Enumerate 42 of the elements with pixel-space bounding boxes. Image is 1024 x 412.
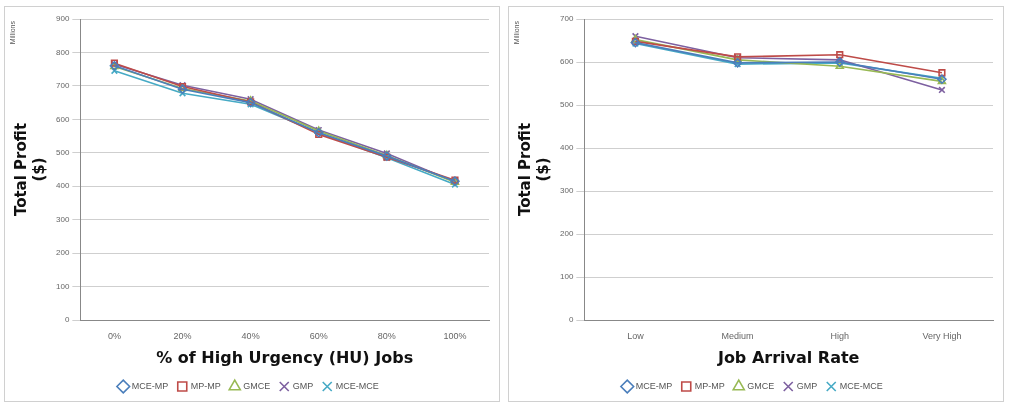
x-tick-label: 100% (443, 330, 467, 341)
y-tick-label: 300 (55, 214, 70, 224)
y-tick-label: 0 (64, 315, 70, 325)
legend-label: MP-MP (190, 380, 221, 391)
legend-label: GMCE (747, 380, 775, 391)
y-tick-label: 700 (55, 81, 70, 91)
legend-label: GMCE (243, 380, 271, 391)
x-tick-label: 0% (107, 330, 121, 341)
y-tick-label: 0 (568, 315, 574, 325)
y-tick-label: 400 (55, 181, 70, 191)
legend-label: MCE-MCE (335, 380, 379, 391)
x-tick-label: 20% (173, 330, 192, 341)
x-tick-label: Low (627, 330, 645, 341)
x-axis-title: Job Arrival Rate (716, 347, 860, 367)
y-tick-label: 200 (55, 248, 70, 258)
legend-label: MCE-MCE (839, 380, 883, 391)
y-tick-label: 100 (559, 272, 574, 282)
legend-label: MP-MP (694, 380, 725, 391)
y-axis-title: Total Profit ($) (515, 122, 552, 217)
x-tick-label: High (830, 330, 850, 341)
y-tick-label: 600 (559, 57, 574, 67)
y-tick-label: 100 (55, 281, 70, 291)
y-tick-label: 300 (559, 186, 574, 196)
x-tick-label: 80% (377, 330, 396, 341)
y-tick-label: 500 (559, 100, 574, 110)
y-tick-label: 200 (559, 229, 574, 239)
y-tick-label: 900 (55, 14, 70, 24)
y-tick-label: 700 (559, 14, 574, 24)
x-tick-label: Medium (721, 330, 754, 341)
x-axis-title: % of High Urgency (HU) Jobs (156, 347, 414, 367)
y-axis-title: Total Profit ($) (11, 122, 48, 217)
legend-label: MCE-MP (131, 380, 169, 391)
legend-label: GMP (292, 380, 314, 391)
x-tick-label: 60% (309, 330, 328, 341)
y-tick-label: 600 (55, 114, 70, 124)
y-tick-label: 500 (55, 147, 70, 157)
x-tick-label: Very High (922, 330, 962, 341)
legend-label: MCE-MP (635, 380, 673, 391)
y-tick-label: 800 (55, 47, 70, 57)
x-tick-label: 40% (241, 330, 260, 341)
legend-label: GMP (796, 380, 818, 391)
y-tick-label: 400 (559, 143, 574, 153)
